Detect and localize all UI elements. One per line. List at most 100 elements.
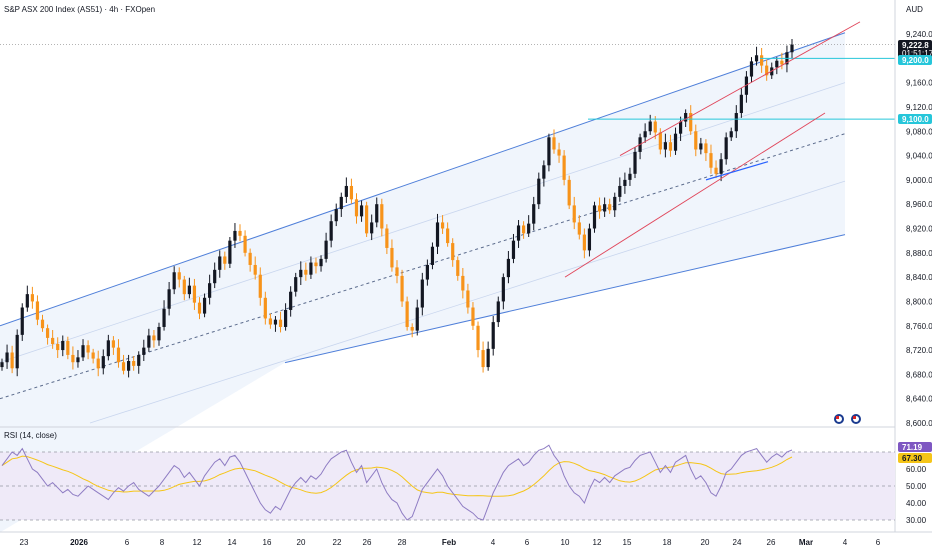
candle [208, 274, 212, 305]
candle-body [192, 285, 197, 303]
candle-body [668, 142, 673, 151]
candle-body [506, 258, 511, 278]
candle [775, 57, 779, 75]
candle-body [547, 137, 551, 166]
candle-body [5, 352, 9, 363]
rsi-title: RSI (14, close) [4, 431, 57, 440]
rsi-ma-badge [898, 453, 932, 463]
candle [263, 291, 267, 325]
candle-body [405, 301, 409, 327]
candle [137, 351, 141, 374]
candle-body [694, 131, 698, 150]
candle [618, 177, 622, 202]
candle-body [344, 185, 348, 197]
candle [734, 105, 738, 138]
candle-body [187, 285, 191, 295]
candle [223, 251, 227, 270]
time-tick-label: 18 [663, 538, 672, 547]
rsi-line [1, 444, 793, 521]
candle-body [20, 307, 24, 335]
candle [684, 109, 688, 127]
candle [30, 286, 34, 309]
candle [765, 59, 769, 81]
flag-au-icon[interactable] [834, 414, 844, 424]
price-tick-label: 9,240.0 [906, 30, 932, 39]
candle-body [101, 356, 105, 369]
candle [218, 250, 222, 278]
candle [603, 197, 607, 217]
time-tick-label: 20 [297, 538, 306, 547]
candle [430, 242, 435, 270]
candle [633, 147, 637, 179]
time-tick-label: 15 [623, 538, 632, 547]
candle-body [349, 185, 354, 200]
time-tick-label: 8 [160, 538, 165, 547]
candle-body [354, 199, 359, 217]
candle-body [71, 354, 75, 363]
candle-body [491, 322, 495, 349]
candle [496, 296, 500, 327]
price-tick-label: 9,080.0 [906, 127, 932, 136]
candle [689, 105, 693, 135]
red-channel-lower [564, 112, 826, 278]
time-tick-label: 10 [561, 538, 570, 547]
candle [476, 321, 480, 358]
candle [754, 46, 759, 66]
candle-body [380, 204, 384, 229]
price-tick-label: 8,760.0 [906, 322, 932, 331]
time-axis[interactable]: 23 2026 6 8 12 14 16 20 22 26 28 Feb 4 6 10 12 15 18 20 24 2… [20, 538, 881, 547]
rsi-ma-line [1, 455, 793, 497]
candle [608, 198, 612, 214]
candle-body [790, 44, 794, 53]
flag-au-icon[interactable] [851, 414, 861, 424]
candle [552, 129, 556, 154]
candle-body [385, 228, 389, 248]
candle-body [663, 142, 667, 150]
candle-body [238, 230, 242, 236]
candle [157, 322, 161, 346]
candle [370, 214, 374, 241]
candle [10, 345, 14, 374]
candle [663, 133, 667, 158]
price-axis[interactable]: 9,240.0 9,160.0 9,120.0 9,080.0 9,040.0 9,000… [906, 30, 932, 428]
candle-body [319, 258, 323, 267]
candle-body [435, 222, 440, 247]
candle [319, 255, 323, 272]
candle [456, 256, 460, 281]
candle [273, 316, 278, 332]
candle [405, 296, 409, 331]
candle-body [228, 240, 232, 264]
candle-body [613, 196, 617, 211]
candle [760, 47, 764, 73]
time-tick-label: 12 [193, 538, 202, 547]
candle [790, 38, 794, 59]
candle [334, 203, 338, 227]
time-tick-label: 12 [593, 538, 602, 547]
candle-body [25, 294, 29, 308]
candle [238, 224, 242, 242]
candle-body [152, 335, 156, 341]
price-tick-label: 8,960.0 [906, 200, 932, 209]
candle-body [623, 179, 627, 186]
candle-body [314, 262, 318, 267]
chart-title: S&P ASX 200 Index (AS51) · 4h · FXOpen [4, 5, 155, 14]
candle [167, 281, 171, 316]
candle [101, 349, 105, 375]
time-tick-label: Mar [799, 538, 813, 547]
level-high-value: 9,200.0 [902, 56, 929, 65]
candle-body [754, 55, 759, 62]
candle [258, 267, 262, 306]
candle-body [91, 352, 95, 359]
candle-body [172, 272, 176, 290]
candle-body [40, 319, 45, 329]
candle-body [511, 240, 516, 259]
candle [481, 341, 485, 373]
time-tick-label: 28 [398, 538, 407, 547]
time-tick-label: 24 [733, 538, 742, 547]
candle-body [61, 340, 65, 351]
candle [202, 293, 207, 318]
candle [648, 114, 652, 135]
candle [0, 358, 4, 371]
price-tick-label: 9,120.0 [906, 103, 932, 112]
